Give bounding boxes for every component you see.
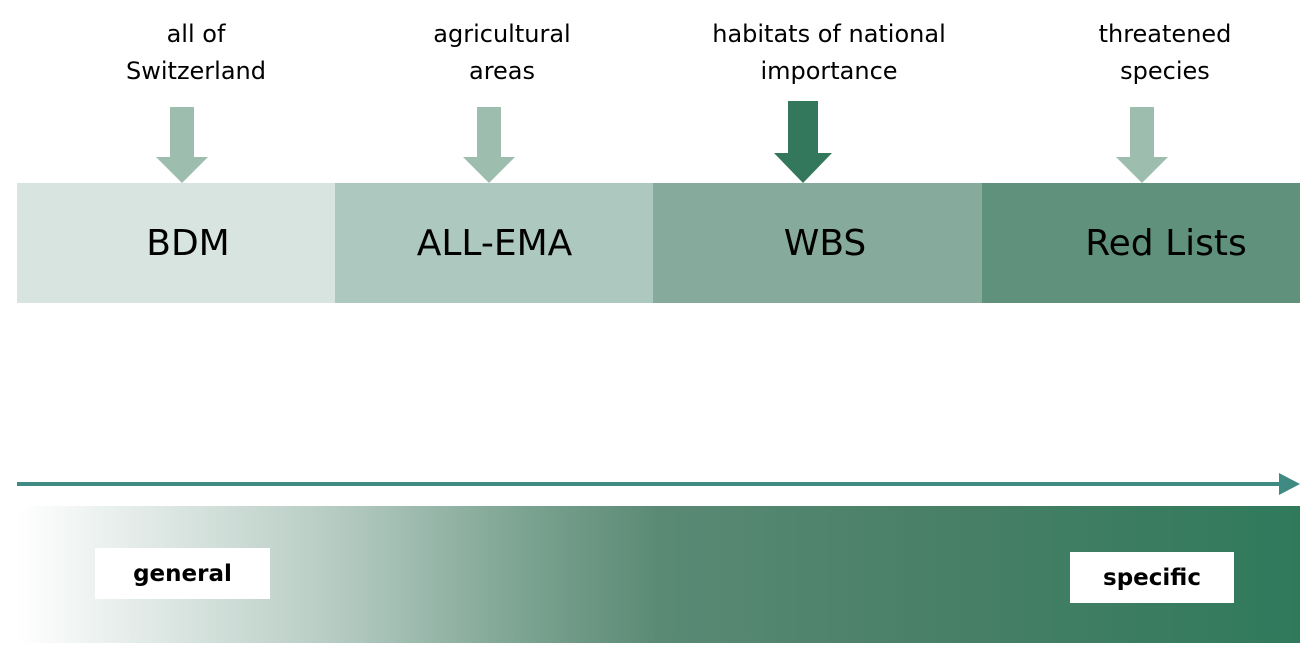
segment-red-lists: Red Lists (982, 183, 1300, 303)
caption-habitats-of-national-importance: habitats of national importance (712, 20, 946, 85)
segment-label-red-lists: Red Lists (1085, 222, 1247, 264)
segment-wbs: WBS (653, 183, 982, 303)
segment-all-ema: ALL-EMA (335, 183, 653, 303)
scale-arrow-icon (17, 470, 1300, 498)
caption-all-of-switzerland: all of Switzerland (126, 20, 266, 85)
label-specific-text: specific (1103, 564, 1201, 591)
down-arrow-icon-bdm (156, 101, 208, 183)
segment-label-bdm: BDM (146, 222, 230, 264)
label-general: general (95, 548, 270, 599)
down-arrow-icon-wbs (774, 101, 832, 183)
down-arrow-icon-all-ema (463, 101, 515, 183)
caption-agricultural-areas: agricultural areas (433, 20, 571, 85)
down-arrow-icon-red-lists (1116, 101, 1168, 183)
segment-label-all-ema: ALL-EMA (416, 222, 573, 264)
label-specific: specific (1070, 552, 1234, 603)
caption-threatened-species: threatened species (1098, 20, 1232, 85)
segment-bdm: BDM (17, 183, 335, 303)
segment-label-wbs: WBS (783, 222, 867, 264)
label-general-text: general (133, 560, 232, 587)
